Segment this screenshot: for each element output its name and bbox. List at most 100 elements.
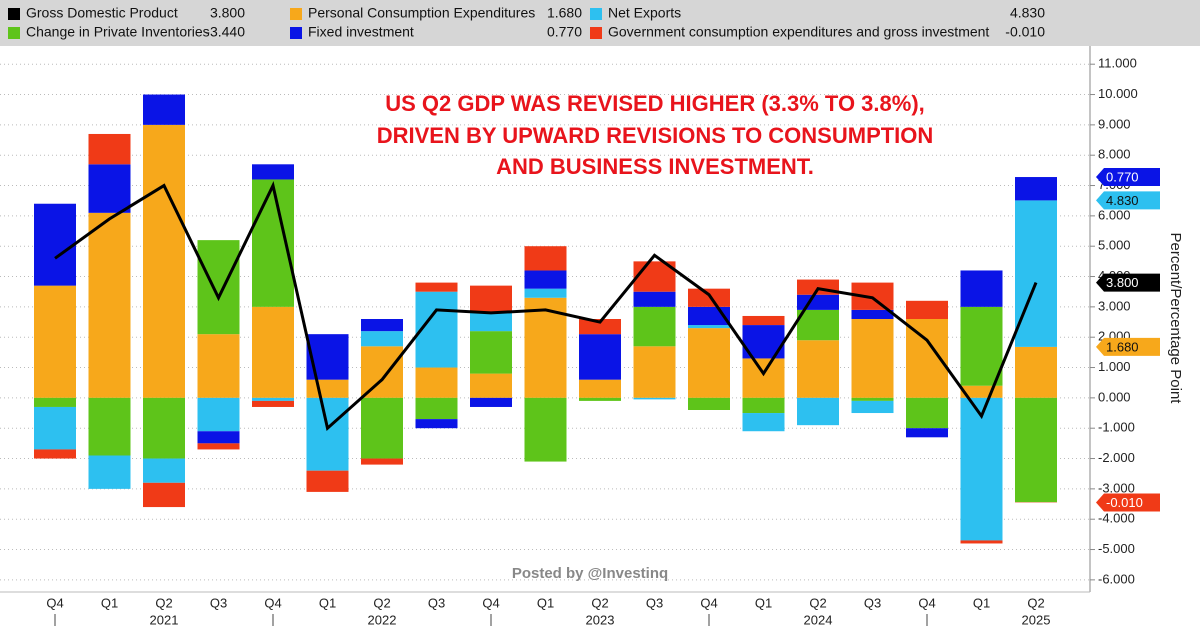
value-tag-label: 1.680 [1106, 339, 1139, 354]
bar-segment [252, 179, 294, 307]
legend-swatch [290, 8, 302, 20]
x-tick-label: Q1 [319, 595, 336, 610]
bar-segment [906, 428, 948, 438]
bar-segment [960, 540, 1003, 544]
value-tag-label: -0.010 [1106, 495, 1143, 510]
bar-segment [633, 346, 676, 398]
bar-segment [88, 455, 131, 489]
bar-segment [906, 300, 948, 319]
year-label: 2024 [804, 612, 833, 627]
bar-segment [797, 294, 839, 310]
y-tick-label: 6.000 [1098, 207, 1131, 222]
bar-segment [88, 212, 131, 398]
y-tick-label: 9.000 [1098, 116, 1131, 131]
bar-segment [1015, 200, 1057, 347]
y-tick-label: 3.000 [1098, 298, 1131, 313]
bar-segment [579, 319, 621, 335]
annotation: US Q2 GDP WAS REVISED HIGHER (3.3% TO 3.… [385, 91, 925, 116]
bar-segment [306, 379, 349, 398]
bar-segment [306, 470, 349, 492]
year-label: 2022 [368, 612, 397, 627]
y-tick-label: 8.000 [1098, 147, 1131, 162]
value-tag [1096, 273, 1160, 292]
bar-segment [34, 285, 76, 398]
year-label: 2021 [150, 612, 179, 627]
y-tick-label: 0.000 [1098, 389, 1131, 404]
legend-label: Net Exports [608, 5, 681, 21]
bar-segment [34, 397, 76, 407]
x-tick-label: Q4 [46, 595, 63, 610]
bar-segment [524, 288, 567, 298]
bar-segment [143, 458, 185, 483]
bar-segment [579, 397, 621, 401]
y-tick-label: 1.000 [1098, 359, 1131, 374]
bar-segment [742, 413, 785, 432]
bar-segment [579, 379, 621, 398]
bar-segment [688, 328, 730, 398]
bar-segment [960, 306, 1003, 386]
bar-segment [361, 331, 403, 347]
y-tick-label: -5.000 [1098, 541, 1135, 556]
bar-segment [579, 334, 621, 380]
legend-label: Fixed investment [308, 24, 414, 40]
x-tick-label: Q3 [210, 595, 227, 610]
value-tag-label: 0.770 [1106, 169, 1139, 184]
bar-segment [470, 285, 512, 313]
bar-segment [34, 203, 76, 286]
bar-segment [742, 358, 785, 398]
x-tick-label: Q4 [700, 595, 717, 610]
x-tick-label: Q1 [101, 595, 118, 610]
bar-segment [470, 312, 512, 332]
x-tick-label: Q2 [809, 595, 826, 610]
bar-segment [742, 315, 785, 326]
bar-segment [633, 306, 676, 347]
x-tick-label: Q4 [264, 595, 281, 610]
bar-segment [34, 406, 76, 450]
bar-segment [88, 397, 131, 456]
bar-segment [960, 397, 1003, 541]
bar-segment [197, 431, 240, 444]
value-tag [1096, 337, 1160, 356]
year-label: 2025 [1022, 612, 1051, 627]
year-label: 2023 [586, 612, 615, 627]
x-tick-label: Q1 [755, 595, 772, 610]
y-tick-label: -2.000 [1098, 450, 1135, 465]
y-tick-label: -4.000 [1098, 511, 1135, 526]
bar-segment [143, 124, 185, 398]
bar-segment [688, 397, 730, 410]
x-tick-label: Q1 [537, 595, 554, 610]
annotation: DRIVEN BY UPWARD REVISIONS TO CONSUMPTIO… [377, 123, 934, 148]
legend-value: 3.800 [210, 5, 245, 21]
bar-segment [906, 397, 948, 429]
bar-segment [797, 340, 839, 398]
bar-segment [361, 458, 403, 465]
bar-segment [361, 319, 403, 332]
x-tick-label: Q2 [155, 595, 172, 610]
gdp-line [54, 181, 1038, 432]
y-tick-label: -1.000 [1098, 420, 1135, 435]
legend-swatch [590, 8, 602, 20]
y-tick-label: 5.000 [1098, 238, 1131, 253]
legend-swatch [8, 27, 20, 39]
value-tag [1096, 493, 1160, 512]
y-tick-label: -6.000 [1098, 571, 1135, 586]
bar-segment [960, 270, 1003, 307]
bar-segment [415, 367, 458, 398]
x-tick-label: Q2 [591, 595, 608, 610]
bar-segment [143, 397, 185, 459]
x-tick-label: Q2 [373, 595, 390, 610]
bar-segment [688, 288, 730, 307]
bar-segment [88, 133, 131, 165]
value-tag [1096, 191, 1160, 210]
x-tick-label: Q4 [482, 595, 499, 610]
bar-segment [1015, 177, 1057, 201]
value-tag-label: 4.830 [1106, 193, 1139, 208]
legend-value: -3.440 [205, 24, 245, 40]
legend-swatch [290, 27, 302, 39]
bar-segment [361, 346, 403, 398]
bar-segment [361, 397, 403, 459]
bar-segment [470, 397, 512, 407]
x-tick-label: Q3 [428, 595, 445, 610]
bar-segment [34, 449, 76, 459]
